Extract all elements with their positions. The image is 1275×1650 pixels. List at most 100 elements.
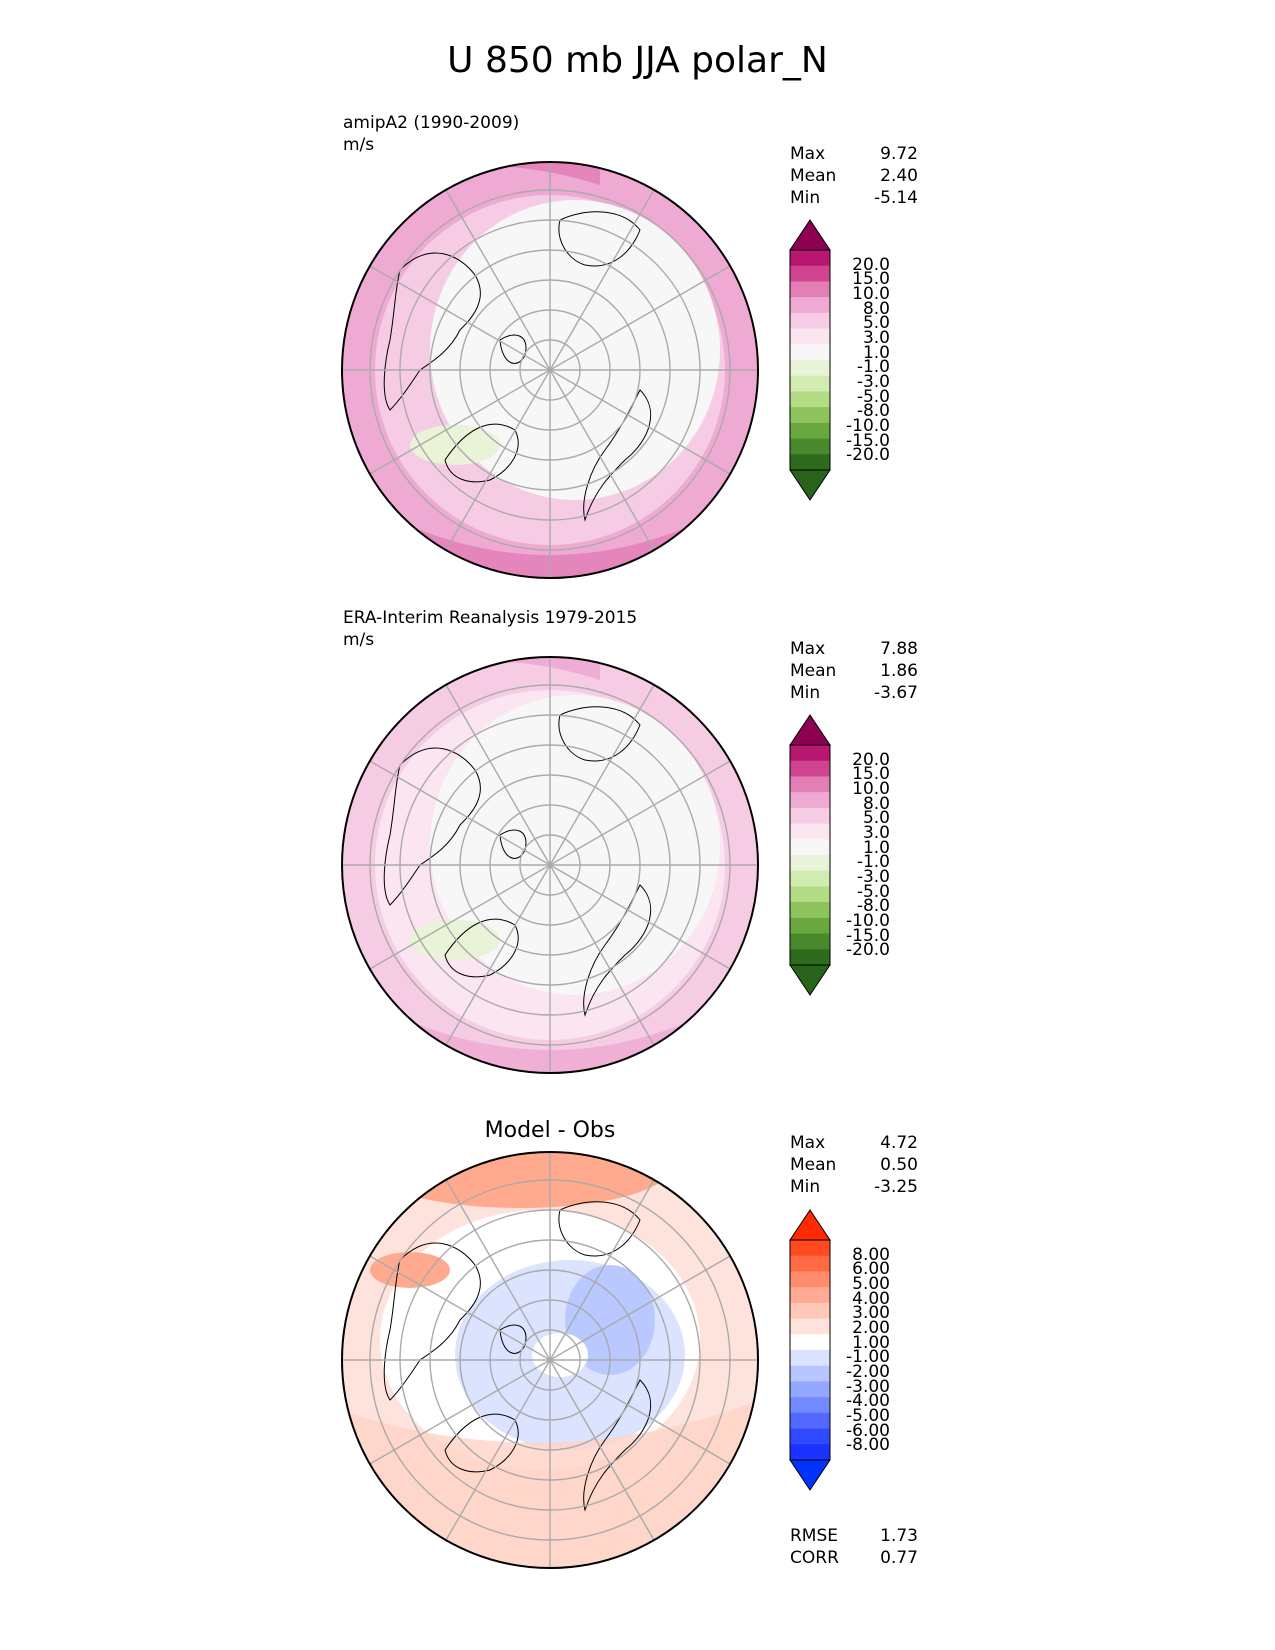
- stat-label: Max: [790, 144, 826, 164]
- meridian-line: [549, 864, 655, 1046]
- colorbar-bin: [790, 1428, 830, 1445]
- stat-mean: Mean 1.86: [790, 660, 918, 682]
- colorbar-bin: [790, 1350, 830, 1367]
- colorbar-bin: [790, 1334, 830, 1351]
- colorbar-bin: [790, 375, 830, 392]
- colorbar-tick-label: 20.0: [852, 254, 890, 275]
- stats-obs: Max 7.88 Mean 1.86 Min -3.67: [790, 638, 918, 704]
- colorbar-tick-label: 1.0: [862, 342, 890, 363]
- colorbar-bin: [790, 1318, 830, 1335]
- colorbar-tick-label: -2.00: [846, 1362, 890, 1382]
- colorbar-tick-label: 3.00: [852, 1303, 890, 1324]
- polar-map-obs: [341, 656, 759, 1074]
- colorbar-bin: [790, 1397, 830, 1414]
- stat-min: Min -5.14: [790, 187, 918, 209]
- colorbar-frame: [789, 1239, 831, 1461]
- colorbar-tick-label: -15.0: [846, 925, 890, 946]
- colorbar-tick-label: -6.00: [846, 1420, 890, 1441]
- field-positive-strong: [370, 1152, 670, 1208]
- colorbar-tick-label: 3.0: [862, 823, 890, 843]
- stat-max: Max 7.88: [790, 638, 918, 660]
- meridian-line: [549, 1255, 731, 1361]
- stat-label: Max: [790, 639, 826, 659]
- stat-label: Mean: [790, 166, 837, 186]
- meridian-line: [445, 1359, 551, 1541]
- colorbar-tick-label: -10.0: [846, 911, 890, 931]
- colorbar-bin: [790, 360, 830, 377]
- stat-value: 0.77: [880, 1548, 918, 1568]
- meridian-line: [549, 265, 731, 371]
- colorbar-bin: [790, 454, 830, 471]
- colorbar-tick-label: -8.00: [846, 1435, 890, 1456]
- meridian-line: [369, 1255, 551, 1361]
- polar-map-model: [341, 161, 759, 579]
- colorbar-tick-label: 8.0: [862, 298, 890, 319]
- stat-value: 2.40: [880, 166, 918, 186]
- colorbar-tick-label: 8.00: [852, 1244, 890, 1265]
- colorbar-obs-labels: 20.0 15.0 10.0 8.0 5.0 3.0 1.0 -1.0 -3.0 -5.0 -8.0…: [830, 715, 890, 1015]
- colorbar-tick-label: -20.0: [846, 940, 890, 961]
- stat-label: Min: [790, 683, 821, 703]
- stat-value: -3.25: [874, 1177, 918, 1197]
- colorbar-obs: [789, 714, 831, 996]
- colorbar-extend-top: [789, 1209, 831, 1241]
- panel-model-title: amipA2 (1990-2009): [343, 113, 520, 133]
- stat-label: Min: [790, 188, 821, 208]
- colorbar-tick-label: -4.00: [846, 1391, 890, 1412]
- panel-diff-title: Model - Obs: [484, 1118, 616, 1143]
- map-boundary: [341, 161, 759, 579]
- polar-map-diff: [341, 1151, 759, 1569]
- stat-value: 1.73: [880, 1526, 918, 1546]
- stats-diff: Max 4.72 Mean 0.50 Min -3.25: [790, 1132, 918, 1198]
- colorbar-bin: [790, 297, 830, 314]
- colorbar-tick-label: 15.0: [852, 764, 890, 785]
- colorbar-bin: [790, 949, 830, 966]
- colorbar-bin: [790, 886, 830, 903]
- stat-mean: Mean 2.40: [790, 165, 918, 187]
- stat-label: CORR: [790, 1548, 839, 1568]
- meridian-line: [549, 684, 655, 866]
- colorbar-diff-labels: 8.00 6.00 5.00 4.00 3.00 2.00 1.00 -1.00 -2.00 -3…: [830, 1210, 890, 1510]
- meridian-line: [549, 369, 731, 475]
- meridian-line: [445, 369, 551, 551]
- colorbar-tick-label: -8.0: [856, 896, 890, 917]
- meridian-line: [549, 864, 731, 970]
- coastline: [444, 1413, 519, 1473]
- colorbar-bin: [790, 823, 830, 840]
- colorbar-bin: [790, 391, 830, 408]
- meridian-line: [549, 189, 655, 371]
- colorbar-extend-bottom: [789, 1459, 831, 1491]
- coastline: [583, 389, 652, 522]
- colorbar-bin: [790, 265, 830, 282]
- meridian-line: [549, 1179, 655, 1361]
- stat-label: Mean: [790, 1155, 837, 1175]
- colorbar-bin: [790, 902, 830, 919]
- colorbar-extend-top: [789, 219, 831, 251]
- panel-model-label: amipA2 (1990-2009) m/s: [343, 112, 519, 156]
- colorbar-bin: [790, 344, 830, 361]
- colorbar-tick-label: 10.0: [852, 284, 890, 304]
- colorbar-bin: [790, 1381, 830, 1398]
- colorbar-bin: [790, 438, 830, 455]
- stat-value: 4.72: [880, 1133, 918, 1153]
- colorbar-bin: [790, 1365, 830, 1382]
- colorbar-bin: [790, 407, 830, 424]
- colorbar-bin: [790, 1255, 830, 1272]
- colorbar-tick-label: -20.0: [846, 445, 890, 466]
- colorbar-tick-label: 6.00: [852, 1259, 890, 1280]
- map-boundary: [341, 1151, 759, 1569]
- colorbar-tick-label: -8.0: [856, 401, 890, 422]
- stat-max: Max 9.72: [790, 143, 918, 165]
- field-negative-strong: [565, 1265, 655, 1375]
- colorbar-tick-label: 20.0: [852, 749, 890, 770]
- stats-model: Max 9.72 Mean 2.40 Min -5.14: [790, 143, 918, 209]
- colorbar-tick-label: 1.0: [862, 837, 890, 858]
- map-field: [342, 1152, 758, 1568]
- colorbar-tick-label: 2.00: [852, 1318, 890, 1338]
- colorbar-extend-bottom: [789, 964, 831, 996]
- meridian-line: [369, 265, 551, 371]
- meridian-line: [549, 1359, 731, 1465]
- stat-value: -5.14: [874, 188, 918, 208]
- stat-label: Max: [790, 1133, 826, 1153]
- colorbar-model: [789, 219, 831, 501]
